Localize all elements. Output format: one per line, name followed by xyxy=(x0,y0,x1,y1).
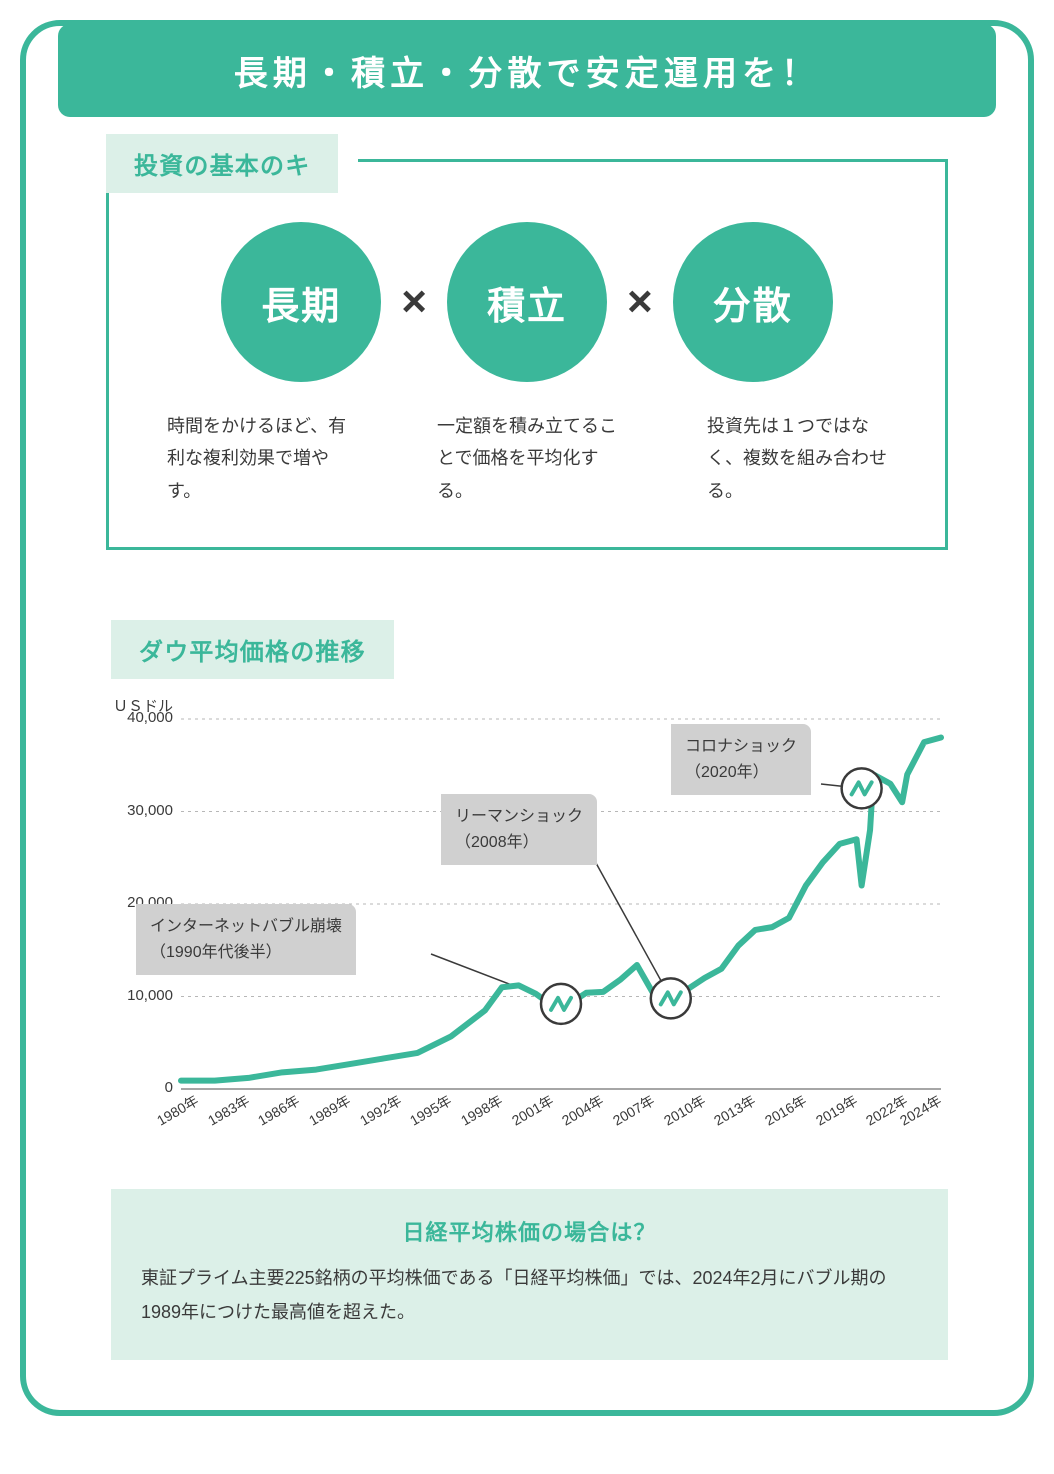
chart-annotation: リーマンショック（2008年） xyxy=(441,794,597,865)
chart-annotation: インターネットバブル崩壊（1990年代後半） xyxy=(136,904,356,975)
circles-row: 長期 × 積立 × 分散 xyxy=(139,222,915,382)
circle-longterm: 長期 xyxy=(221,222,381,382)
basics-frame: 投資の基本のキ 長期 × 積立 × 分散 時間をかけるほど、有利な複利効果で増や… xyxy=(106,159,948,550)
note-box: 日経平均株価の場合は？ 東証プライム主要225銘柄の平均株価である「日経平均株価… xyxy=(111,1189,948,1359)
ytick-label: 40,000 xyxy=(127,709,173,726)
ytick-label: 30,000 xyxy=(127,802,173,819)
note-title: 日経平均株価の場合は？ xyxy=(141,1215,918,1247)
desc-longterm: 時間をかけるほど、有利な複利効果で増やす。 xyxy=(167,410,347,507)
note-body: 東証プライム主要225銘柄の平均株価である「日経平均株価」では、2024年2月に… xyxy=(141,1261,918,1329)
basics-heading: 投資の基本のキ xyxy=(106,134,338,193)
annotation-line2: （1990年代後半） xyxy=(150,940,342,966)
desc-accumulate: 一定額を積み立てることで価格を平均化する。 xyxy=(437,410,617,507)
annotation-line2: （2008年） xyxy=(455,830,583,856)
annotation-line1: インターネットバブル崩壊 xyxy=(150,914,342,940)
multiply-icon: × xyxy=(401,277,427,327)
annotation-line2: （2020年） xyxy=(685,760,797,786)
ytick-label: 0 xyxy=(165,1079,173,1096)
ytick-label: 10,000 xyxy=(127,987,173,1004)
annotation-line1: コロナショック xyxy=(685,734,797,760)
circle-diversify: 分散 xyxy=(673,222,833,382)
multiply-icon: × xyxy=(627,277,653,327)
chart-heading-wrap: ダウ平均価格の推移 xyxy=(111,620,998,679)
chart-annotation: コロナショック（2020年） xyxy=(671,724,811,795)
desc-diversify: 投資先は１つではなく、複数を組み合わせる。 xyxy=(707,410,887,507)
chart-heading: ダウ平均価格の推移 xyxy=(111,620,394,679)
descs-row: 時間をかけるほど、有利な複利効果で増やす。 一定額を積み立てることで価格を平均化… xyxy=(139,410,915,507)
circle-accumulate: 積立 xyxy=(447,222,607,382)
dow-chart: ＵＳドル 010,00020,00030,00040,0001980年1983年… xyxy=(111,699,951,1159)
basics-heading-wrap: 投資の基本のキ xyxy=(106,134,358,193)
title-banner: 長期・積立・分散で安定運用を！ xyxy=(58,24,996,117)
annotation-line1: リーマンショック xyxy=(455,804,583,830)
chart-wrap: ＵＳドル 010,00020,00030,00040,0001980年1983年… xyxy=(111,699,958,1159)
outer-frame: 長期・積立・分散で安定運用を！ 投資の基本のキ 長期 × 積立 × 分散 時間を… xyxy=(20,20,1034,1416)
